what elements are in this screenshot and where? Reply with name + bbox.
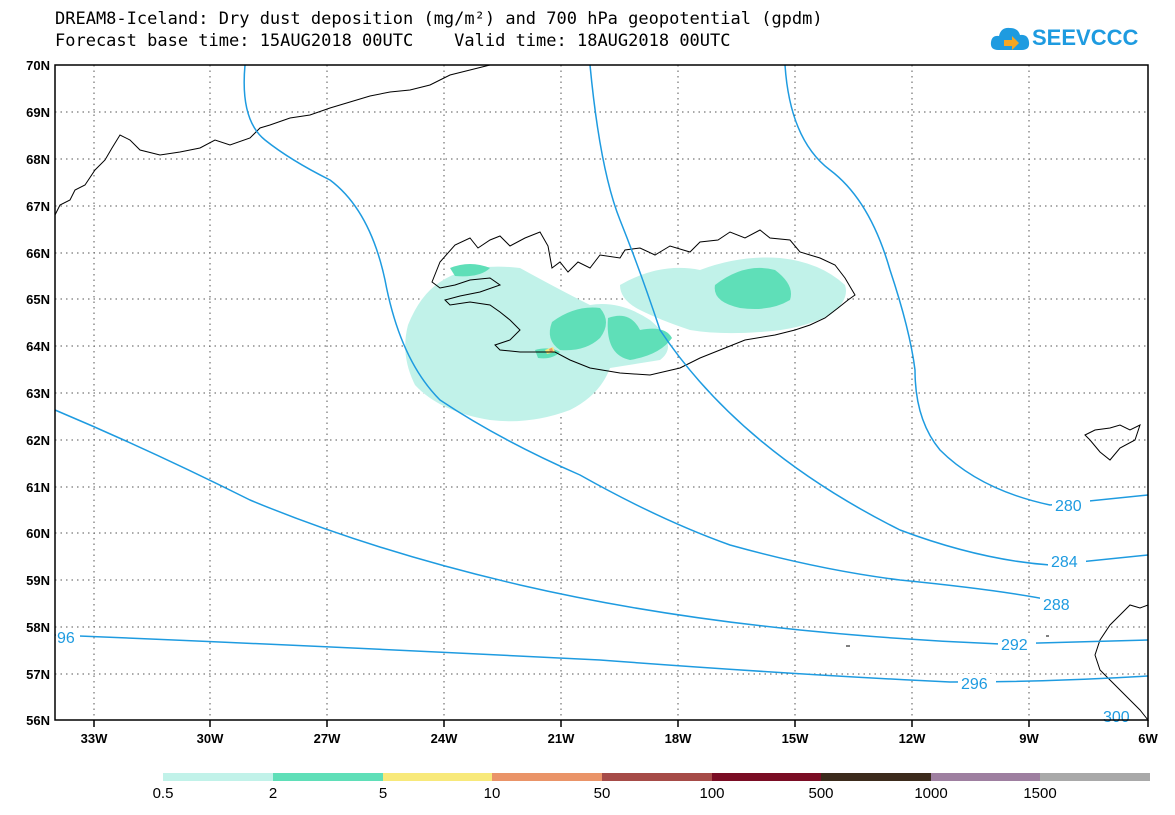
contour-280: [243, 64, 1051, 601]
legend-label-0.5: 0.5: [152, 785, 174, 802]
legend-swatch-9: [1040, 773, 1150, 781]
dust-area-mid-3: [714, 267, 791, 309]
dust-deposition-shading: [405, 257, 846, 422]
legend-label-2: 2: [268, 785, 278, 802]
iceland-coast: [431, 229, 856, 376]
coastlines: [54, 64, 1149, 722]
contour-label-284: 284: [1051, 554, 1078, 571]
contour-label-296: 296: [961, 676, 988, 693]
cloud-arrow-icon: [990, 27, 1030, 50]
contour-label-96: 96: [57, 630, 75, 647]
dust-area-mid-1: [549, 307, 606, 351]
lat-label-66n: 66N: [26, 246, 50, 261]
lat-label-65n: 65N: [26, 292, 50, 307]
dust-area-light-west: [405, 266, 668, 422]
lat-label-58n: 58N: [26, 620, 50, 635]
legend-swatch-2: [273, 773, 383, 781]
contour-292: [54, 409, 1149, 645]
dust-area-peak: [549, 348, 553, 352]
contour-labels: 280 284 288 292 296 96 300: [56, 496, 1130, 726]
contour-288: [784, 64, 1149, 506]
lat-label-70n: 70N: [26, 58, 50, 73]
logo-text: SEEVCCC: [1032, 25, 1139, 50]
latitude-labels: 70N 69N 68N 67N 66N 65N 64N 63N 62N 61N …: [26, 58, 50, 728]
lon-label-18w: 18W: [665, 731, 692, 746]
lon-label-12w: 12W: [899, 731, 926, 746]
lon-label-33w: 33W: [81, 731, 108, 746]
greenland-coast: [54, 64, 491, 216]
lat-label-68n: 68N: [26, 152, 50, 167]
legend-swatch-8: [931, 773, 1040, 781]
longitude-labels: 33W 30W 27W 24W 21W 18W 15W 12W 9W 6W: [81, 731, 1159, 746]
contour-label-292: 292: [1001, 637, 1028, 654]
legend-swatch-6: [712, 773, 821, 781]
lat-label-69n: 69N: [26, 105, 50, 120]
dust-area-mid-4: [450, 264, 490, 277]
legend-swatch-1: [163, 773, 273, 781]
contour-label-300: 300: [1103, 709, 1130, 726]
legend-swatch-4: [492, 773, 602, 781]
tick-marks: [93, 720, 1149, 727]
legend-colorbar: [163, 773, 1150, 781]
lat-label-67n: 67N: [26, 199, 50, 214]
lat-label-62n: 62N: [26, 433, 50, 448]
scotland-islands-north: [1084, 424, 1141, 461]
lat-label-63n: 63N: [26, 386, 50, 401]
lon-label-21w: 21W: [548, 731, 575, 746]
lon-label-27w: 27W: [314, 731, 341, 746]
legend-swatch-3: [383, 773, 492, 781]
map-title-line1: DREAM8-Iceland: Dry dust deposition (mg/…: [55, 9, 823, 29]
legend-label-1500: 1500: [1023, 785, 1057, 802]
legend-swatch-7: [821, 773, 931, 781]
lon-label-6w: 6W: [1138, 731, 1158, 746]
lat-label-61n: 61N: [26, 480, 50, 495]
seevccc-logo: SEEVCCC: [990, 22, 1150, 56]
contour-label-288: 288: [1043, 597, 1070, 614]
legend-label-100: 100: [699, 785, 725, 802]
legend-label-50: 50: [593, 785, 611, 802]
scotland-coast: [1094, 604, 1149, 722]
dust-area-mid-2: [607, 315, 672, 360]
lon-label-15w: 15W: [782, 731, 809, 746]
lat-label-57n: 57N: [26, 667, 50, 682]
contour-label-280: 280: [1055, 498, 1082, 515]
lon-label-30w: 30W: [197, 731, 224, 746]
legend-label-500: 500: [808, 785, 834, 802]
legend-label-10: 10: [483, 785, 501, 802]
map-frame: [54, 64, 1149, 721]
map-title-line2: Forecast base time: 15AUG2018 00UTC Vali…: [55, 31, 731, 51]
contour-284: [589, 64, 1149, 566]
graticule: [55, 65, 1148, 720]
lon-label-24w: 24W: [431, 731, 458, 746]
legend-label-5: 5: [378, 785, 388, 802]
lon-label-9w: 9W: [1019, 731, 1039, 746]
contour-296: [54, 634, 1149, 683]
lat-label-64n: 64N: [26, 339, 50, 354]
lat-label-59n: 59N: [26, 573, 50, 588]
lat-label-60n: 60N: [26, 526, 50, 541]
lat-label-56n: 56N: [26, 713, 50, 728]
legend-label-1000: 1000: [914, 785, 948, 802]
legend-swatch-5: [602, 773, 712, 781]
